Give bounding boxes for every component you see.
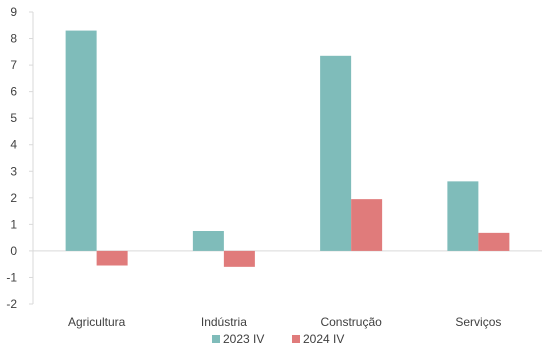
legend-swatch — [212, 335, 220, 343]
bar-series1-3 — [447, 181, 479, 251]
bars-layer — [65, 30, 510, 267]
legend-swatch — [292, 335, 300, 343]
y-tick-label: 3 — [10, 164, 17, 178]
bar-series1-2 — [320, 55, 352, 251]
y-tick-label: -2 — [6, 297, 17, 311]
y-tick-label: 7 — [10, 58, 17, 72]
y-tick-label: -1 — [6, 270, 17, 284]
x-category-label: Construção — [320, 315, 382, 329]
legend-label: 2024 IV — [303, 332, 344, 346]
bar-series2-2 — [351, 199, 383, 251]
bar-series1-0 — [65, 30, 97, 251]
x-category-label: Agricultura — [68, 315, 126, 329]
y-tick-label: 2 — [10, 191, 17, 205]
labels-layer: -2 -1 0 1 2 3 4 5 6 7 8 9 Agricultura Indústria Constr… — [6, 5, 501, 329]
bar-series2-1 — [223, 250, 255, 267]
legend: 2023 IV 2024 IV — [212, 332, 344, 346]
y-tick-label: 1 — [10, 217, 17, 231]
legend-label: 2023 IV — [223, 332, 264, 346]
y-tick-label: 5 — [10, 111, 17, 125]
bar-series2-3 — [478, 232, 510, 251]
x-category-label: Serviços — [455, 315, 501, 329]
bar-series2-0 — [96, 250, 128, 266]
y-tick-label: 4 — [10, 138, 17, 152]
y-tick-label: 8 — [10, 32, 17, 46]
y-tick-label: 6 — [10, 85, 17, 99]
bar-series1-1 — [192, 231, 224, 251]
y-tick-label: 9 — [10, 5, 17, 19]
x-category-label: Indústria — [201, 315, 247, 329]
y-tick-label: 0 — [10, 244, 17, 258]
